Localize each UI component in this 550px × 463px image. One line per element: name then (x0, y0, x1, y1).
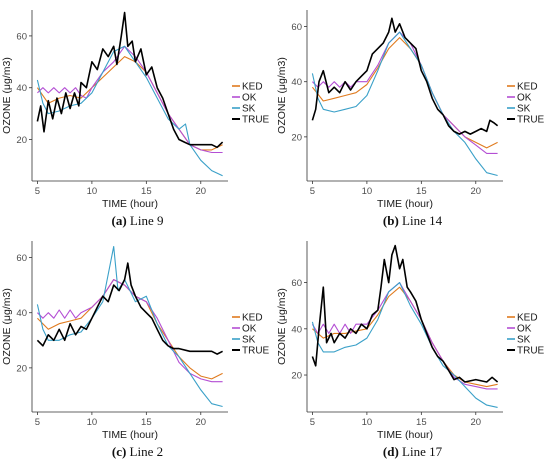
x-tick-label: 20 (470, 417, 481, 428)
legend-label-true: TRUE (517, 346, 545, 357)
panel-line-14: 5 10 15 20 20 40 60 TIME (hour) OZONE (μg/m3) KED… (275, 0, 550, 231)
series-line-ked (312, 286, 498, 388)
y-tick-label: 60 (16, 253, 27, 264)
caption-letter: (d) (382, 444, 399, 459)
y-axis-title: OZONE (μg/m3) (276, 288, 288, 365)
x-axis-title: TIME (hour) (377, 429, 433, 441)
caption-line-9: (a) Line 9 (0, 213, 275, 229)
series-line-ok (37, 279, 223, 383)
x-tick-label: 15 (141, 417, 152, 428)
x-axis-title: TIME (hour) (102, 429, 158, 441)
caption-letter: (c) (111, 444, 127, 459)
series-line-true (311, 244, 499, 383)
legend-label-ked: KED (242, 313, 263, 324)
x-tick-label: 15 (416, 417, 427, 428)
y-tick-label: 40 (16, 308, 27, 319)
chart-line-14: 5 10 15 20 20 40 60 TIME (hour) OZONE (μg/m3) KED… (276, 10, 545, 210)
caption-text: Line 2 (129, 444, 164, 459)
x-tick-label: 5 (310, 417, 315, 428)
legend-label-ok: OK (517, 93, 532, 104)
chart-line-17: 5 10 15 20 20 40 60 TIME (hour) OZONE (μg/m3) KED… (276, 241, 545, 441)
legend-label-ked: KED (517, 313, 538, 324)
panel-line-17: 5 10 15 20 20 40 60 TIME (hour) OZONE (μg/m3) KED… (275, 231, 550, 462)
caption-text: Line 17 (402, 444, 443, 459)
legend-label-ok: OK (517, 324, 532, 335)
y-tick-label: 20 (291, 132, 302, 143)
x-axis-title: TIME (hour) (102, 198, 158, 210)
y-tick-label: 60 (291, 278, 302, 289)
legend-label-true: TRUE (517, 115, 545, 126)
panel-line-9: 5 10 15 20 20 40 60 TIME (hour) OZONE (μg/m3) KED… (0, 0, 275, 231)
series-line-sk (311, 282, 498, 408)
y-axis-title: OZONE (μg/m3) (1, 57, 13, 134)
legend-label-sk: SK (242, 335, 256, 346)
y-tick-label: 20 (16, 363, 27, 374)
legend-label-ked: KED (517, 82, 538, 93)
series-line-sk (36, 245, 223, 408)
series-line-true (311, 17, 499, 135)
caption-line-2: (c) Line 2 (0, 444, 275, 460)
series-line-ok (312, 31, 498, 154)
series-line-sk (311, 31, 498, 177)
x-tick-label: 15 (416, 186, 427, 197)
caption-line-14: (b) Line 14 (275, 213, 550, 229)
chart-line-9: 5 10 15 20 20 40 60 TIME (hour) OZONE (μg/m3) KED… (1, 10, 270, 210)
caption-letter: (b) (382, 213, 399, 228)
legend-label-sk: SK (242, 104, 256, 115)
caption-letter: (a) (111, 213, 127, 228)
x-tick-label: 5 (310, 186, 315, 197)
x-tick-label: 5 (35, 186, 40, 197)
caption-line-17: (d) Line 17 (275, 444, 550, 460)
series-line-true (36, 11, 224, 149)
legend-label-sk: SK (517, 104, 531, 115)
y-tick-label: 60 (16, 31, 27, 42)
x-tick-label: 10 (362, 417, 373, 428)
legend-label-ok: OK (242, 93, 257, 104)
x-tick-label: 10 (87, 417, 98, 428)
legend-label-ked: KED (242, 82, 263, 93)
x-tick-label: 10 (87, 186, 98, 197)
y-tick-label: 40 (291, 77, 302, 88)
series-line-ked (37, 279, 223, 380)
chart-line-2: 5 10 15 20 20 40 60 TIME (hour) OZONE (μg/m3) KED… (1, 241, 270, 441)
series-line-ked (36, 56, 223, 151)
legend-label-sk: SK (517, 335, 531, 346)
y-axis-title: OZONE (μg/m3) (276, 57, 288, 134)
x-tick-label: 20 (195, 417, 206, 428)
series-line-true (36, 262, 223, 355)
y-tick-label: 20 (291, 371, 302, 382)
x-tick-label: 5 (35, 417, 40, 428)
y-tick-label: 60 (291, 22, 302, 33)
x-tick-label: 15 (141, 186, 152, 197)
y-tick-label: 40 (291, 324, 302, 335)
x-axis-title: TIME (hour) (377, 198, 433, 210)
x-tick-label: 20 (470, 186, 481, 197)
series-line-ok (311, 282, 498, 390)
y-tick-label: 40 (16, 83, 27, 94)
legend-label-true: TRUE (242, 346, 270, 357)
panel-line-2: 5 10 15 20 20 40 60 TIME (hour) OZONE (μg/m3) KED… (0, 231, 275, 462)
y-tick-label: 20 (16, 135, 27, 146)
x-tick-label: 10 (362, 186, 373, 197)
caption-text: Line 9 (129, 213, 164, 228)
series-line-sk (36, 45, 223, 177)
y-axis-title: OZONE (μg/m3) (1, 288, 13, 365)
caption-text: Line 14 (402, 213, 443, 228)
legend-label-ok: OK (242, 324, 257, 335)
legend-label-true: TRUE (242, 115, 270, 126)
x-tick-label: 20 (195, 186, 206, 197)
